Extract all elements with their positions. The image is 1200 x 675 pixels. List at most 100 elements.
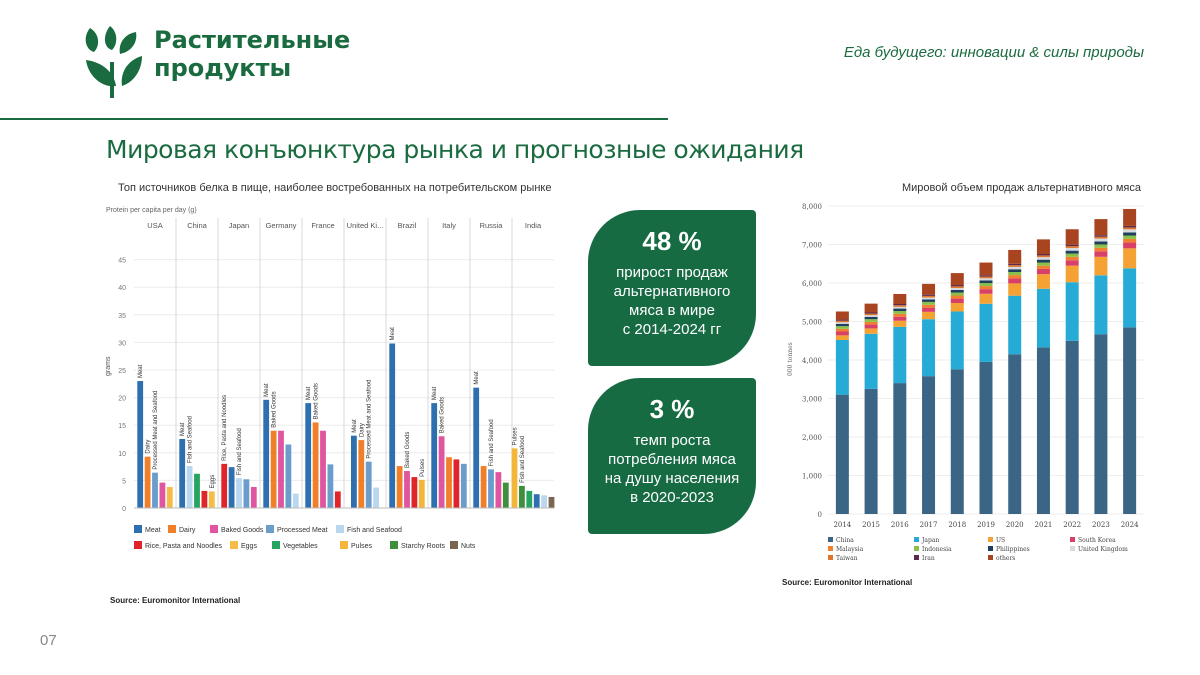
y-axis-label: grams xyxy=(105,356,112,376)
stack-segment-south-korea xyxy=(950,298,964,304)
bar-processed-meat xyxy=(285,444,292,508)
stack-segment-indonesia xyxy=(893,311,907,314)
bar-label: Meat xyxy=(432,386,438,400)
bar-label: Processed Meat and Seafood xyxy=(367,380,373,459)
bar-processed-meat xyxy=(327,464,334,508)
bar-processed-meat xyxy=(365,461,372,508)
y-tick-label: 7,000 xyxy=(802,242,822,250)
legend-swatch xyxy=(828,537,833,542)
stat-description-line: в 2020-2023 xyxy=(630,489,714,506)
brand-name: Растительные продукты xyxy=(154,26,350,82)
bar-nuts xyxy=(548,496,555,508)
bar-label: Meat xyxy=(264,383,270,397)
stack-segment-us xyxy=(1008,283,1022,296)
legend-swatch xyxy=(210,525,218,533)
legend-swatch xyxy=(988,555,993,560)
stack-segment-japan xyxy=(893,326,907,384)
bar-fish-and-seafood xyxy=(373,487,379,508)
stack-segment-south-korea xyxy=(1036,268,1050,275)
legend-swatch xyxy=(272,541,280,549)
x-tick-label: 2023 xyxy=(1092,521,1110,529)
stack-segment-us xyxy=(1123,248,1137,269)
bar-meat xyxy=(533,494,540,508)
stack-segment-japan xyxy=(922,319,936,377)
legend-swatch xyxy=(266,525,274,533)
x-tick-label: 2014 xyxy=(833,521,851,529)
stack-segment-south-korea xyxy=(922,307,936,312)
y-axis-label: 000 tonnes xyxy=(787,342,794,376)
legend-swatch xyxy=(828,555,833,560)
stack-segment-us xyxy=(1065,265,1079,283)
stack-segment-indonesia xyxy=(1123,235,1137,239)
stat-value: 48 % xyxy=(642,226,702,256)
stack-segment-south-korea xyxy=(1008,278,1022,284)
legend-label: Fish and Seafood xyxy=(347,527,402,534)
bar-label: Eggs xyxy=(210,475,216,489)
stack-segment-iran xyxy=(922,294,936,296)
legend-label: South Korea xyxy=(1078,537,1116,544)
stack-segment-united-kingdom xyxy=(950,288,964,290)
stack-segment-iran xyxy=(1036,254,1050,256)
alt-meat-sales-chart: 0 1,000 2,000 3,000 4,000 5,000 6,000 7,000 8,00… xyxy=(787,203,1144,562)
country-label: France xyxy=(311,221,334,230)
stack-segment-malaysia xyxy=(1094,247,1108,252)
stack-segment-others xyxy=(835,311,849,320)
stack-segment-iran xyxy=(1008,263,1022,266)
bar-dairy xyxy=(144,456,151,508)
x-tick-label: 2016 xyxy=(891,521,909,529)
right-chart-source: Source: Euromonitor International xyxy=(782,578,913,587)
stack-segment-malaysia xyxy=(979,286,993,290)
stack-segment-china xyxy=(922,376,936,514)
stack-segment-malaysia xyxy=(1036,265,1050,269)
stack-segment-china xyxy=(950,369,964,514)
stack-segment-malaysia xyxy=(835,328,849,332)
x-tick-label: 2020 xyxy=(1006,521,1024,529)
y-tick-label: 25 xyxy=(118,368,126,375)
country-label: India xyxy=(525,221,542,230)
chart-background xyxy=(104,196,564,572)
legend-label: Vegetables xyxy=(283,543,318,550)
bar-meat xyxy=(389,343,396,508)
bar-rice-pasta-and-noodles xyxy=(221,463,228,508)
stack-segment-taiwan xyxy=(1065,246,1079,248)
legend-label: Baked Goods xyxy=(221,527,264,534)
stack-segment-united-kingdom xyxy=(922,297,936,300)
country-label: United Ki... xyxy=(347,221,384,230)
stack-segment-taiwan xyxy=(1094,236,1108,239)
stack-segment-united-kingdom xyxy=(1008,266,1022,270)
legend-label: Philippines xyxy=(996,546,1030,553)
bar-label: Rice, Pasta and Noodles xyxy=(222,395,228,461)
bar-label: Meat xyxy=(138,364,144,378)
stack-segment-taiwan xyxy=(950,286,964,289)
stack-segment-malaysia xyxy=(950,295,964,299)
stack-segment-us xyxy=(950,303,964,312)
bar-processed-meat xyxy=(152,472,158,508)
stat-description-line: мяса в мире xyxy=(629,302,715,319)
stack-segment-japan xyxy=(835,339,849,395)
bar-label: Pulses xyxy=(513,427,519,445)
legend-swatch xyxy=(1070,546,1075,551)
stack-segment-south-korea xyxy=(1123,242,1137,249)
legend-label: United Kingdom xyxy=(1078,546,1128,553)
stack-segment-indonesia xyxy=(1008,272,1022,276)
stack-segment-taiwan xyxy=(1123,227,1137,230)
bar-meat xyxy=(473,387,480,508)
legend-swatch xyxy=(340,541,348,549)
stack-segment-iran xyxy=(893,303,907,306)
legend-label: Starchy Roots xyxy=(401,543,445,550)
stack-segment-others xyxy=(1036,239,1050,255)
chart-top-label: Protein per capita per day (g) xyxy=(106,207,197,214)
stack-segment-united-kingdom xyxy=(1123,229,1137,233)
stack-segment-indonesia xyxy=(922,301,936,305)
country-label: Japan xyxy=(229,221,249,230)
country-label: USA xyxy=(147,221,162,230)
y-tick-label: 35 xyxy=(118,313,126,320)
y-tick-label: 0 xyxy=(122,506,126,513)
legend-swatch xyxy=(450,541,458,549)
bar-meat xyxy=(351,435,357,508)
legend-label: Malaysia xyxy=(836,546,864,553)
x-tick-label: 2021 xyxy=(1035,521,1053,529)
stack-segment-united-kingdom xyxy=(1065,247,1079,251)
stack-segment-us xyxy=(1036,274,1050,289)
stack-segment-japan xyxy=(979,303,993,362)
